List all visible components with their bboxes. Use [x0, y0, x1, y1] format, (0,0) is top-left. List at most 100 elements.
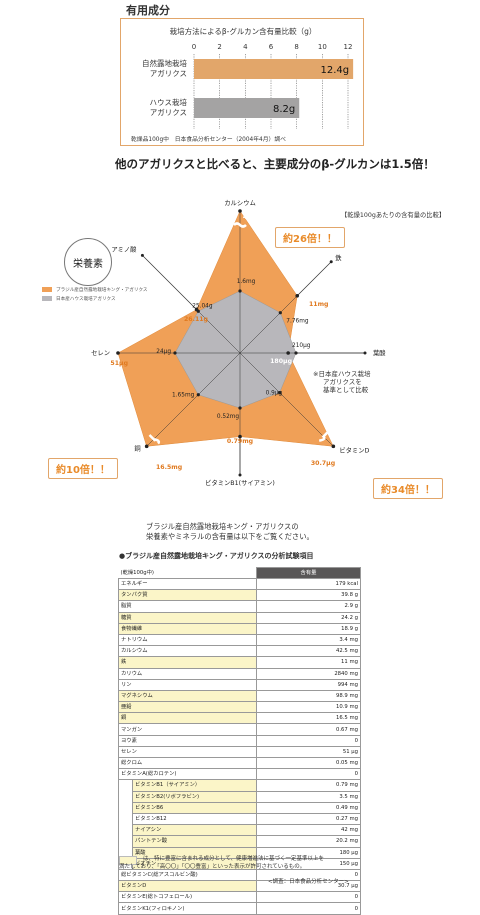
table-row: エネルギー 179 kcal — [118, 577, 361, 591]
section-title: 有用成分 — [126, 4, 170, 17]
table-row: ビタミンE(総トコフェロール) 0 — [118, 891, 361, 904]
radar-corner-note: 【乾燥100gあたりの含有量の比較】 — [341, 212, 446, 219]
nutrient-value: 0.67 mg — [256, 723, 361, 736]
radar-axis-end — [238, 209, 242, 213]
bar-category-line1: 自然露地栽培 — [142, 58, 187, 68]
bar-chart: 栽培方法によるβ-グルカン含有量比較（g） 0 2 4 6 8 10 12 12.4g 自然露地栽… — [131, 26, 354, 143]
radar-natural-label: 180μg — [270, 358, 292, 365]
nutrient-name: ヨウ素 — [118, 734, 257, 747]
radar-house-label: 210μg — [292, 343, 311, 349]
nutrient-value: 179 kcal — [256, 577, 361, 591]
radar-point-house — [238, 406, 242, 410]
table-row: リン 994 mg — [118, 678, 361, 691]
axis-break-mark — [233, 222, 247, 228]
nutrient-value: 0 — [256, 902, 361, 915]
radar-point-house — [277, 390, 282, 395]
radar-axis-end — [331, 444, 335, 448]
nutrient-value: 2840 mg — [256, 667, 361, 680]
bar-0 — [194, 59, 354, 79]
radar-point-house — [294, 351, 298, 355]
nutrient-name: マグネシウム — [118, 689, 257, 703]
radar-natural-label: 26.11g — [184, 316, 208, 323]
nutrient-value: 2.9 g — [256, 600, 361, 613]
radar-axis-overlay — [239, 261, 332, 354]
bar-value-label: 12.4g — [321, 65, 350, 76]
table-row: ビタミンB12 0.27 mg — [118, 812, 361, 826]
side-note-line3: 基準として比較 — [323, 386, 369, 394]
bar-category-line2: アガリクス — [150, 107, 187, 117]
nutrient-value: 3.4 mg — [256, 633, 361, 647]
nutrient-value: 51 μg — [256, 745, 361, 759]
table-row: パントテン酸 20.2 mg — [118, 835, 361, 848]
legend-label-natural: ブラジル産自然露地栽培キング・アガリクス — [56, 288, 148, 293]
radar-axis-end — [363, 351, 367, 355]
radar-axis-name: カルシウム — [224, 199, 255, 207]
radar-house-label: 7.76mg — [286, 319, 309, 325]
table-row: 糖質 24.2 g — [118, 611, 361, 624]
radar-axis-name: アミノ酸 — [111, 244, 137, 253]
nutrient-name: カリウム — [118, 667, 257, 680]
bar-tick-label: 0 — [192, 43, 196, 51]
nutrient-value: 0.05 mg — [256, 756, 361, 770]
nutrient-name: パントテン酸 — [132, 835, 257, 848]
table-row: 鉄 11 mg — [118, 656, 361, 669]
nutrition-table-body: (乾燥100g中) 含有量 エネルギー 179 kcal タンパク質 39.8 g 脂質… — [118, 567, 361, 915]
nutrient-name: セレン — [118, 745, 257, 759]
table-row: 亜鉛 10.9 mg — [118, 701, 361, 714]
table-indent-cell — [118, 779, 133, 792]
nutrient-value: 11 mg — [256, 656, 361, 669]
bar-chart-frame: 栽培方法によるβ-グルカン含有量比較（g） 0 2 4 6 8 10 12 12.4g 自然露地栽… — [120, 18, 364, 146]
radar-axis-end — [140, 253, 144, 257]
nutrient-value: 20.2 mg — [256, 835, 361, 848]
radar-axis-end — [329, 260, 333, 264]
nutrient-value: 39.8 g — [256, 589, 361, 602]
table-row: マンガン 0.67 mg — [118, 723, 361, 736]
nutrient-value: 16.5 mg — [256, 712, 361, 725]
nutrient-value: 0.79 mg — [256, 779, 361, 792]
nutrient-name: ビタミンB1（サイアミン） — [132, 779, 257, 792]
footnote-line1: は、特に豊富に含まれる成分として、健康増進法に基づく一定基準以上を — [143, 856, 325, 862]
bar-chart-caption: 他のアガリクスと比べると、主要成分のβ-グルカンは1.5倍！ — [115, 157, 435, 171]
bar-tick-label: 10 — [318, 43, 327, 51]
bar-chart-title: 栽培方法によるβ-グルカン含有量比較（g） — [170, 26, 317, 36]
table-source: <調査：日本食品分析センター> — [268, 879, 349, 885]
radar-point-natural — [295, 293, 300, 298]
radar-side-note: ※日本産ハウス栽培 アガリクスを 基準として比較 — [313, 370, 370, 394]
table-row: 銅 16.5 mg — [118, 712, 361, 725]
bar-tick-label: 2 — [217, 43, 221, 51]
radar-natural-label: 42.5mg — [243, 214, 269, 221]
radar-axis-name: ビタミンB1(サイアミン) — [205, 478, 275, 487]
table-row: ビタミンB1（サイアミン） 0.79 mg — [118, 779, 361, 792]
radar-natural-label: 30.7μg — [311, 460, 335, 467]
nutrient-name: 総クロム — [118, 756, 257, 770]
radar-axis-name: 鉄 — [335, 253, 342, 262]
table-title: ●ブラジル産自然露地栽培キング・アガリクスの分析試験項目 — [119, 552, 314, 560]
nutrition-table: (乾燥100g中) 含有量 エネルギー 179 kcal タンパク質 39.8 g 脂質… — [118, 567, 361, 915]
intro-line2: 栄養素やミネラルの含有量は以下をご覧ください。 — [146, 532, 314, 541]
nutrient-value: 42.5 mg — [256, 645, 361, 658]
radar-natural-label: 11mg — [309, 301, 329, 308]
nutrient-value: 3.5 mg — [256, 790, 361, 803]
radar-axis-name: 銅 — [134, 443, 140, 452]
nutrient-name: 脂質 — [118, 600, 257, 613]
radar-axis-overlay — [146, 352, 241, 447]
radar-house-label: 0.52mg — [217, 414, 240, 420]
radar-house-label: 25.04g — [192, 303, 213, 309]
nutrient-name: ビタミンE(総トコフェロール) — [118, 891, 257, 904]
bar-tick-label: 4 — [243, 43, 248, 51]
radar-point-natural — [194, 307, 199, 312]
nutrient-value: 0.27 mg — [256, 812, 361, 826]
nutrient-name: ビタミンA(総カロテン) — [118, 768, 257, 781]
table-row: カルシウム 42.5 mg — [118, 645, 361, 658]
radar-natural-label: 16.5mg — [156, 464, 182, 471]
table-row: ビタミンB2(リボフラビン) 3.5 mg — [118, 790, 361, 803]
nutrient-value: 24.2 g — [256, 611, 361, 624]
intro-line1: ブラジル産自然露地栽培キング・アガリクスの — [146, 522, 299, 531]
table-row: カリウム 2840 mg — [118, 667, 361, 680]
radar-point-house — [278, 311, 282, 315]
legend-swatch-natural — [42, 287, 52, 292]
table-row: セレン 51 μg — [118, 745, 361, 759]
radar-axis-name: セレン — [91, 349, 110, 357]
highlight-legend-swatch — [119, 856, 137, 865]
radar-natural-label: 51μg — [110, 360, 128, 367]
